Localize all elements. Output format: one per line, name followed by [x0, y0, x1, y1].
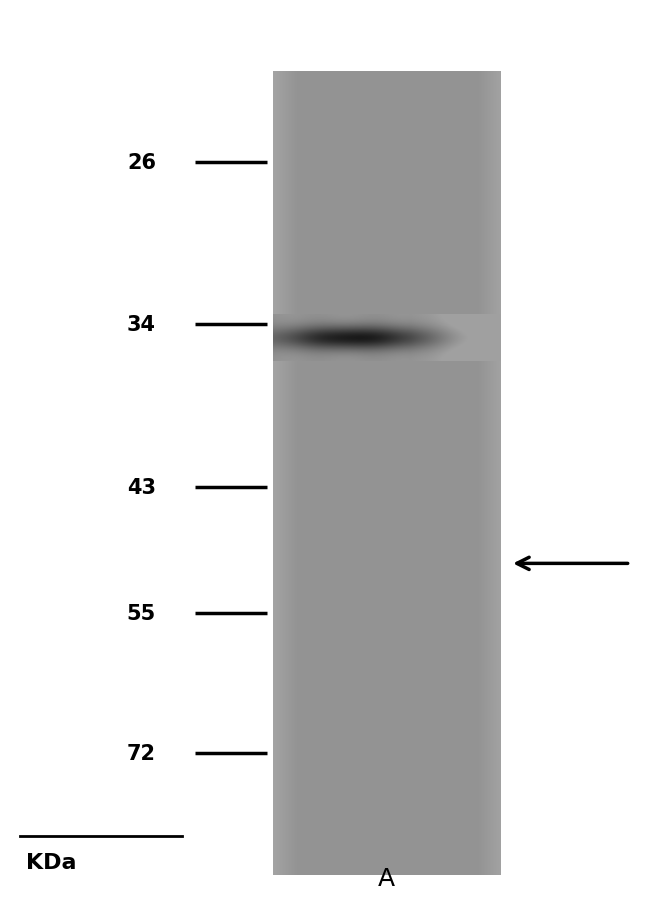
Text: 55: 55: [127, 603, 156, 623]
Text: KDa: KDa: [26, 852, 77, 872]
Text: 43: 43: [127, 477, 156, 497]
Text: A: A: [378, 866, 395, 890]
Text: 34: 34: [127, 315, 156, 335]
Text: 26: 26: [127, 152, 156, 172]
Text: 72: 72: [127, 743, 156, 763]
